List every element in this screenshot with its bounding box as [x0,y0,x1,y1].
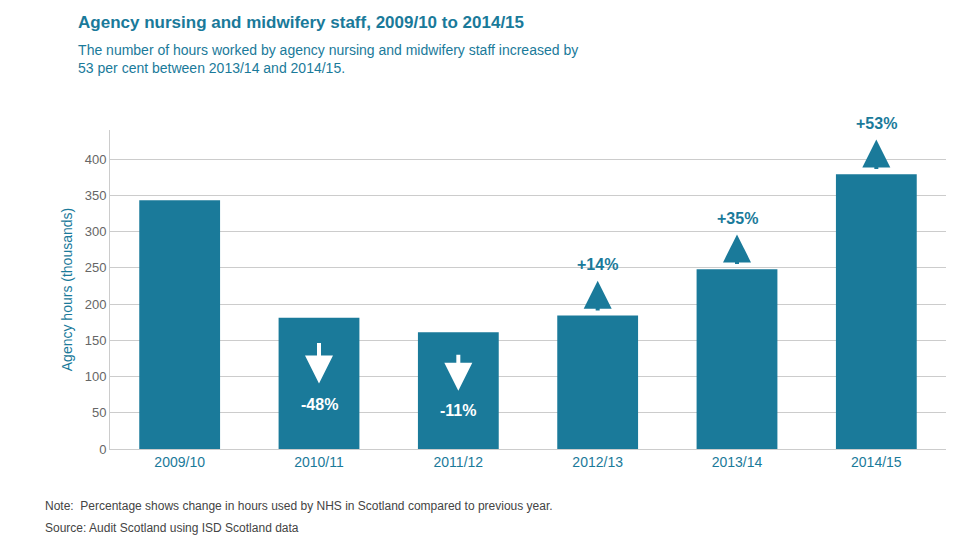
svg-text:2010/11: 2010/11 [294,454,344,470]
svg-text:2014/15: 2014/15 [851,454,902,470]
svg-text:2009/10: 2009/10 [154,454,205,470]
svg-text:Agency nursing and midwifery s: Agency nursing and midwifery staff, 2009… [78,13,524,32]
svg-text:+35%: +35% [717,210,758,227]
svg-text:-11%: -11% [440,402,476,419]
svg-text:100: 100 [85,369,107,384]
svg-text:Source: Audit Scotland using I: Source: Audit Scotland using ISD Scotlan… [45,521,299,535]
svg-text:300: 300 [85,224,107,239]
svg-text:250: 250 [85,260,107,275]
svg-text:The number of hours worked by: The number of hours worked by agency nur… [78,42,578,76]
svg-text:-48%: -48% [301,396,338,413]
svg-text:+14%: +14% [577,256,618,273]
svg-text:+53%: +53% [856,115,897,132]
svg-text:0: 0 [99,442,106,457]
svg-text:200: 200 [85,297,107,312]
svg-text:2012/13: 2012/13 [572,454,623,470]
svg-text:Agency hours (thousands): Agency hours (thousands) [59,208,75,371]
svg-text:2011/12: 2011/12 [434,454,484,470]
svg-text:400: 400 [85,152,107,167]
svg-text:150: 150 [85,333,107,348]
svg-text:50: 50 [92,405,106,420]
svg-text:350: 350 [85,188,107,203]
svg-text:Note: Percentage shows change: Note: Percentage shows change in hours u… [45,499,553,513]
svg-text:2013/14: 2013/14 [712,454,763,470]
